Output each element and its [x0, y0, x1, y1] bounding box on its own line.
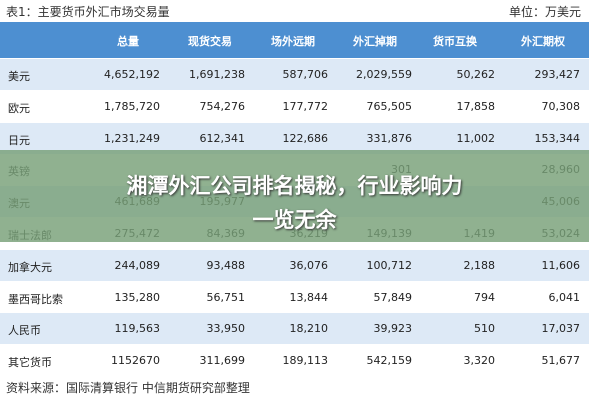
cell: 244,089: [114, 258, 161, 272]
cell: 331,876: [366, 131, 413, 145]
cell: 311,699: [199, 354, 246, 368]
cell: 17,037: [541, 322, 581, 336]
table-row: 欧元 1,785,720 754,276 177,772 765,505 17,858 70…: [0, 90, 589, 122]
banner: 湘潭外汇公司排名揭秘，行业影响力 一览无余: [0, 150, 589, 242]
cell: 36,076: [289, 258, 329, 272]
cell: 293,427: [534, 68, 581, 81]
cell: 51,677: [541, 354, 581, 368]
cell: 4,652,192: [104, 68, 160, 81]
cell: 33,950: [206, 322, 246, 336]
row-label: 欧元: [8, 101, 30, 115]
table-title: 表1：主要货币外汇市场交易量: [6, 5, 170, 19]
table-row: 日元 1,231,249 612,341 122,686 331,876 11,002 15…: [0, 122, 589, 154]
cell: 1152670: [111, 354, 160, 368]
cell: 122,686: [282, 131, 329, 145]
banner-text: 湘潭外汇公司排名揭秘，行业影响力: [126, 174, 463, 198]
column-header: 现货交易: [188, 35, 232, 48]
column-header: 外汇掉期: [353, 35, 397, 48]
table-header: 总量 现货交易 场外远期 外汇掉期 货币互换 外汇期权: [0, 22, 589, 58]
cell: 177,772: [282, 99, 329, 113]
cell: 6,041: [548, 290, 581, 304]
table-row: 墨西哥比索 135,280 56,751 13,844 57,849 794 6,041: [0, 281, 589, 313]
cell: 135,280: [114, 290, 161, 304]
table-row: 人民币 119,563 33,950 18,210 39,923 510 17,037: [0, 313, 589, 345]
cell: 56,751: [206, 290, 246, 304]
column-header: 外汇期权: [521, 35, 565, 48]
cell: 3,320: [463, 354, 496, 368]
cell: 754,276: [199, 99, 246, 113]
table-row: 美元 4,652,192 1,691,238 587,706 2,029,559 50,2…: [0, 59, 589, 90]
cell: 612,341: [199, 131, 246, 145]
cell: 11,606: [541, 258, 581, 272]
cell: 510: [474, 322, 495, 336]
cell: 100,712: [366, 258, 413, 272]
cell: 13,844: [289, 290, 329, 304]
unit-label: 单位：万美元: [508, 5, 581, 19]
row-label: 人民币: [8, 324, 41, 338]
column-header: 场外远期: [271, 35, 315, 48]
cell: 119,563: [114, 322, 161, 336]
cell: 17,858: [456, 99, 496, 113]
cell: 70,308: [541, 99, 581, 113]
cell: 765,505: [366, 99, 413, 113]
cell: 1,691,238: [189, 68, 245, 81]
row-label: 日元: [8, 133, 30, 147]
cell: 11,002: [456, 131, 496, 145]
row-label: 美元: [8, 70, 30, 83]
cell: 93,488: [206, 258, 246, 272]
cell: 2,029,559: [356, 68, 412, 81]
row-label: 加拿大元: [8, 260, 52, 274]
column-header: 货币互换: [433, 35, 477, 48]
cell: 57,849: [373, 290, 413, 304]
source-note: 资料来源：国际清算银行 中信期货研究部整理: [6, 381, 250, 395]
cell: 189,113: [282, 354, 329, 368]
banner-text: 一览无余: [252, 208, 337, 232]
cell: 39,923: [373, 322, 413, 336]
table-row: 加拿大元 244,089 93,488 36,076 100,712 2,188 11,60…: [0, 249, 589, 281]
cell: 153,344: [534, 131, 581, 145]
cell: 18,210: [289, 322, 329, 336]
table-row: 其它货币 1152670 311,699 189,113 542,159 3,320 51,…: [0, 345, 589, 377]
cell: 1,785,720: [104, 99, 160, 113]
cell: 1,231,249: [104, 131, 160, 145]
cell: 2,188: [463, 258, 496, 272]
row-label: 其它货币: [8, 356, 52, 370]
cell: 542,159: [366, 354, 413, 368]
cell: 587,706: [282, 68, 329, 81]
cell: 50,262: [456, 68, 496, 81]
column-header: 总量: [117, 35, 139, 48]
row-label: 墨西哥比索: [8, 292, 63, 306]
cell: 794: [474, 290, 495, 304]
